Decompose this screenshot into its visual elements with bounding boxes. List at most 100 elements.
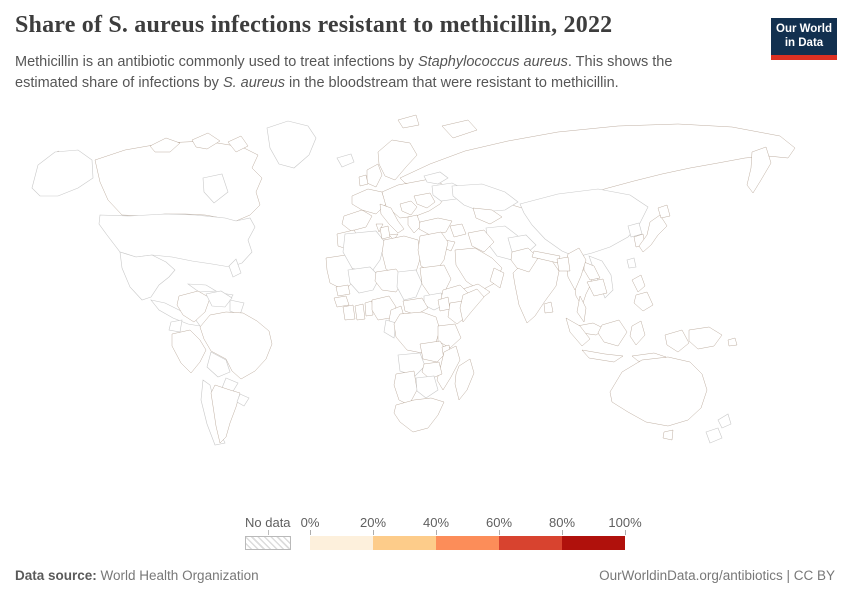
country-chad[interactable] bbox=[396, 269, 423, 301]
country-south-africa[interactable] bbox=[393, 397, 445, 433]
country-bolivia[interactable] bbox=[206, 351, 231, 378]
country-north-korea[interactable] bbox=[627, 222, 643, 238]
country-canada[interactable] bbox=[94, 140, 263, 222]
country-brazil[interactable] bbox=[199, 311, 273, 380]
country-mali[interactable] bbox=[347, 266, 381, 294]
country-cuba[interactable] bbox=[187, 283, 217, 293]
country-japan-hokkaido[interactable] bbox=[657, 204, 671, 219]
country-gabon-congo[interactable] bbox=[383, 319, 397, 339]
country-croatia-balkans[interactable] bbox=[399, 200, 418, 216]
country-australia[interactable] bbox=[609, 356, 708, 427]
legend-tick-mark bbox=[373, 530, 374, 535]
country-zambia[interactable] bbox=[419, 340, 448, 363]
country-cambodia[interactable] bbox=[586, 278, 608, 297]
country-venezuela[interactable] bbox=[205, 290, 233, 308]
country-ireland[interactable] bbox=[358, 174, 369, 187]
country-usa-alaska[interactable] bbox=[31, 149, 94, 197]
country-philippines-luzon[interactable] bbox=[631, 274, 646, 293]
country-kazakhstan[interactable] bbox=[451, 183, 519, 213]
legend-bin-60-80[interactable] bbox=[499, 536, 562, 550]
country-uk[interactable] bbox=[366, 163, 383, 188]
country-russia-novaya-zemlya[interactable] bbox=[441, 119, 478, 139]
country-algeria[interactable] bbox=[342, 230, 386, 275]
country-norway[interactable] bbox=[377, 139, 418, 181]
country-benin[interactable] bbox=[364, 300, 374, 317]
country-somalia[interactable] bbox=[459, 288, 485, 323]
country-argentina[interactable] bbox=[210, 384, 241, 444]
page-title: Share of S. aureus infections resistant … bbox=[15, 12, 613, 38]
legend-no-data-tick bbox=[268, 530, 269, 535]
country-central-african-republic[interactable] bbox=[402, 297, 429, 316]
country-japan-honshu[interactable] bbox=[638, 214, 668, 253]
legend-bin-40-60[interactable] bbox=[436, 536, 499, 550]
country-usa-florida[interactable] bbox=[228, 258, 242, 278]
country-greenland[interactable] bbox=[266, 120, 317, 169]
country-canada-arctic-3[interactable] bbox=[227, 135, 249, 153]
country-spain[interactable] bbox=[341, 209, 373, 232]
owid-logo-line1: Our World bbox=[776, 23, 833, 35]
country-indonesia-papua[interactable] bbox=[664, 329, 690, 353]
country-australia-tasmania[interactable] bbox=[662, 429, 674, 441]
country-thailand-peninsula[interactable] bbox=[576, 295, 587, 323]
country-russia-kamchatka[interactable] bbox=[746, 146, 772, 194]
legend-tick-mark bbox=[310, 530, 311, 535]
country-senegal[interactable] bbox=[335, 284, 351, 297]
country-tanzania[interactable] bbox=[437, 323, 462, 349]
country-png-islands[interactable] bbox=[727, 337, 738, 347]
country-romania[interactable] bbox=[413, 192, 436, 209]
country-china[interactable] bbox=[519, 188, 649, 258]
owid-logo[interactable]: Our World in Data bbox=[771, 18, 837, 60]
legend-tick-mark bbox=[562, 530, 563, 535]
country-guinea[interactable] bbox=[333, 295, 350, 308]
legend-bin-0-20[interactable] bbox=[310, 536, 373, 550]
country-ivory-coast[interactable] bbox=[342, 304, 356, 321]
country-italy[interactable] bbox=[379, 203, 405, 234]
country-italy-sicily[interactable] bbox=[388, 233, 399, 241]
country-norway-svalbard[interactable] bbox=[397, 114, 420, 129]
country-canada-arctic-2[interactable] bbox=[191, 132, 221, 150]
country-tunisia[interactable] bbox=[379, 225, 391, 240]
region-central-america[interactable] bbox=[150, 299, 201, 327]
country-uzbekistan[interactable] bbox=[472, 207, 503, 225]
country-pakistan[interactable] bbox=[510, 247, 539, 273]
legend-bin-20-40[interactable] bbox=[373, 536, 436, 550]
country-iceland[interactable] bbox=[336, 153, 355, 168]
country-iraq[interactable] bbox=[467, 229, 495, 253]
country-new-zealand-south[interactable] bbox=[705, 427, 723, 444]
country-zimbabwe[interactable] bbox=[421, 361, 443, 380]
country-uruguay[interactable] bbox=[236, 393, 250, 407]
country-peru[interactable] bbox=[171, 329, 207, 374]
country-botswana[interactable] bbox=[415, 375, 439, 399]
country-philippines-south[interactable] bbox=[633, 291, 654, 312]
country-mexico[interactable] bbox=[119, 251, 176, 301]
country-taiwan[interactable] bbox=[626, 257, 637, 269]
subtitle-text: . This shows the estimated share of infe… bbox=[15, 54, 673, 91]
country-bangladesh[interactable] bbox=[556, 256, 571, 272]
subtitle-species-name: S. aureus bbox=[222, 74, 286, 91]
legend-bin-80-100[interactable] bbox=[562, 536, 625, 550]
country-syria[interactable] bbox=[449, 223, 467, 238]
country-laos[interactable] bbox=[583, 261, 601, 281]
data-source: Data source: World Health Organization bbox=[15, 568, 259, 583]
legend-no-data-swatch[interactable] bbox=[245, 536, 291, 550]
country-turkey[interactable] bbox=[418, 217, 453, 236]
country-ghana[interactable] bbox=[354, 303, 366, 321]
country-belarus[interactable] bbox=[423, 171, 449, 185]
country-indonesia-sulawesi[interactable] bbox=[629, 320, 646, 346]
country-madagascar[interactable] bbox=[454, 358, 475, 401]
country-colombia[interactable] bbox=[176, 290, 211, 323]
country-papua-new-guinea[interactable] bbox=[688, 326, 723, 350]
country-angola[interactable] bbox=[397, 352, 426, 377]
country-new-zealand-north[interactable] bbox=[717, 413, 732, 429]
legend-tick-mark bbox=[625, 530, 626, 535]
country-oman[interactable] bbox=[489, 267, 505, 289]
country-greece[interactable] bbox=[407, 214, 422, 234]
country-canada-arctic-1[interactable] bbox=[149, 137, 181, 153]
country-ecuador[interactable] bbox=[168, 319, 183, 333]
country-indonesia-java[interactable] bbox=[581, 349, 624, 363]
country-indonesia-sumatra[interactable] bbox=[565, 317, 591, 347]
world-choropleth-map bbox=[31, 114, 796, 446]
country-indonesia-borneo[interactable] bbox=[597, 319, 628, 347]
credit-link[interactable]: OurWorldinData.org/antibiotics | CC BY bbox=[599, 568, 835, 583]
country-srilanka[interactable] bbox=[543, 301, 554, 314]
